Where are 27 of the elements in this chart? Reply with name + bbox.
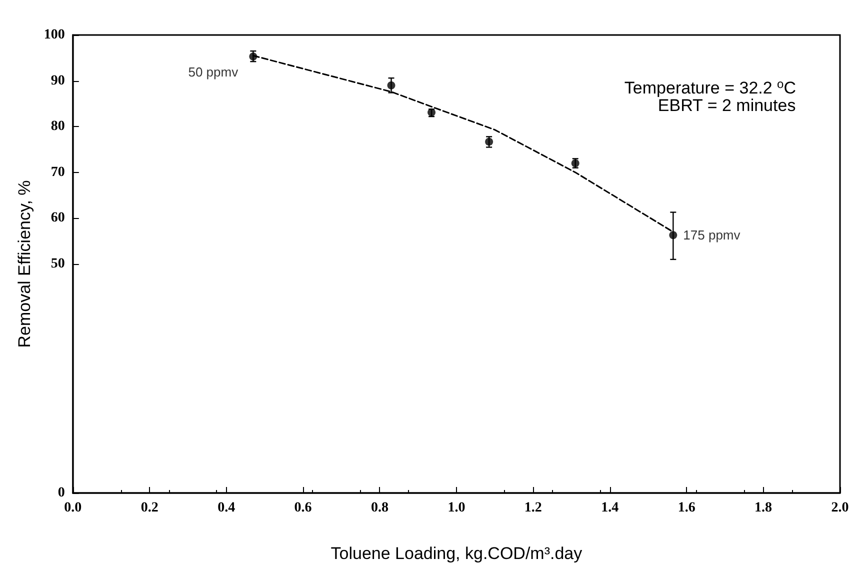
point xyxy=(387,81,396,90)
x-axis-title: Toluene Loading, kg.COD/m³.day xyxy=(330,544,583,563)
x-tick-label: 1.6 xyxy=(678,500,696,516)
x-tick-label: 2.0 xyxy=(831,500,849,516)
x-tick-label: 1.2 xyxy=(524,500,542,516)
y-tick-label: 100 xyxy=(44,28,65,42)
annotation: 50 ppmv xyxy=(188,64,239,80)
y-tick-label: 80 xyxy=(50,119,65,134)
x-tick-label: 0.4 xyxy=(218,500,236,516)
x-tick-label: 1.0 xyxy=(448,500,466,516)
annotation: EBRT = 2 minutes xyxy=(658,96,796,115)
x-tick-label: 1.4 xyxy=(601,500,619,516)
x-tick-label: 1.8 xyxy=(754,500,772,516)
y-tick-label: 50 xyxy=(50,256,65,272)
x-tick-label: 0.2 xyxy=(140,500,158,516)
point xyxy=(249,52,258,61)
y-axis-title: Removal Efficiency, % xyxy=(15,180,34,348)
point xyxy=(485,138,494,146)
x-tick-label: 0.0 xyxy=(64,500,82,516)
y-tick-label: 60 xyxy=(50,210,65,226)
y-tick-label: 70 xyxy=(50,164,65,180)
y-tick-label: 0 xyxy=(58,486,65,500)
point xyxy=(669,231,678,240)
x-tick-label: 0.8 xyxy=(370,500,388,516)
annotation: 175 ppmv xyxy=(683,228,741,243)
y-tick-label: 90 xyxy=(50,73,65,88)
x-tick-label: 0.6 xyxy=(294,500,312,516)
